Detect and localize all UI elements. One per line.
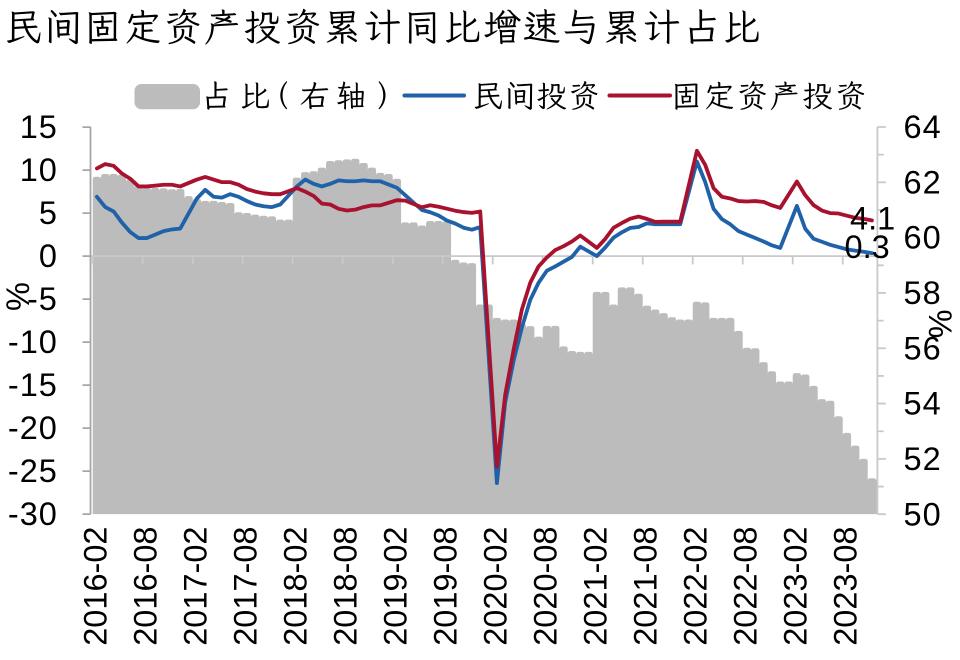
svg-text:60: 60 <box>904 220 942 256</box>
svg-text:2023-02: 2023-02 <box>777 527 813 646</box>
svg-text:4.1: 4.1 <box>850 201 895 237</box>
svg-text:58: 58 <box>904 275 942 311</box>
svg-text:10: 10 <box>20 152 58 188</box>
svg-text:0: 0 <box>39 238 58 274</box>
svg-text:2019-02: 2019-02 <box>377 527 413 646</box>
svg-text:2023-08: 2023-08 <box>827 527 863 646</box>
svg-text:-20: -20 <box>8 410 58 446</box>
svg-text:2018-08: 2018-08 <box>327 527 363 646</box>
svg-text:15: 15 <box>20 109 58 145</box>
svg-text:2016-02: 2016-02 <box>77 527 113 646</box>
svg-text:2020-02: 2020-02 <box>477 527 513 646</box>
svg-text:-5: -5 <box>27 281 58 317</box>
svg-text:0.3: 0.3 <box>845 229 890 265</box>
svg-text:2021-02: 2021-02 <box>577 527 613 646</box>
svg-text:2021-08: 2021-08 <box>627 527 663 646</box>
svg-text:%: % <box>922 310 958 339</box>
svg-text:62: 62 <box>904 164 942 200</box>
svg-text:2017-02: 2017-02 <box>177 527 213 646</box>
svg-text:-10: -10 <box>8 324 58 360</box>
svg-text:2016-08: 2016-08 <box>127 527 163 646</box>
svg-text:56: 56 <box>904 330 942 366</box>
svg-text:2019-08: 2019-08 <box>427 527 463 646</box>
svg-text:2022-08: 2022-08 <box>727 527 763 646</box>
svg-text:-30: -30 <box>8 496 58 532</box>
svg-text:2018-02: 2018-02 <box>277 527 313 646</box>
svg-text:-15: -15 <box>8 367 58 403</box>
svg-text:-25: -25 <box>8 453 58 489</box>
svg-text:2022-02: 2022-02 <box>677 527 713 646</box>
svg-text:52: 52 <box>904 441 942 477</box>
svg-text:54: 54 <box>904 386 942 422</box>
svg-text:64: 64 <box>904 109 942 145</box>
svg-text:2020-08: 2020-08 <box>527 527 563 646</box>
svg-text:2017-08: 2017-08 <box>227 527 263 646</box>
svg-text:5: 5 <box>39 195 58 231</box>
svg-text:50: 50 <box>904 496 942 532</box>
svg-text:%: % <box>0 282 36 311</box>
